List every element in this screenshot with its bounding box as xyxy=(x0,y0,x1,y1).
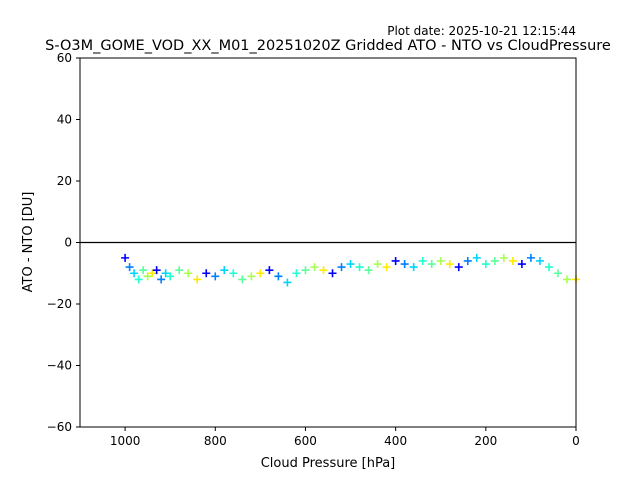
data-point xyxy=(526,253,535,262)
data-point xyxy=(535,256,544,265)
data-point xyxy=(125,263,134,272)
data-point xyxy=(328,269,337,278)
data-point xyxy=(409,263,418,272)
data-point xyxy=(499,253,508,262)
data-point xyxy=(553,269,562,278)
data-point xyxy=(445,260,454,269)
plot-frame xyxy=(79,57,577,428)
data-point xyxy=(283,278,292,287)
data-point xyxy=(490,256,499,265)
y-axis-label: ATO - NTO [DU] xyxy=(21,192,36,293)
data-point xyxy=(508,256,517,265)
y-tick-label: −40 xyxy=(47,359,72,373)
data-point xyxy=(562,275,571,284)
data-point xyxy=(301,266,310,275)
data-point xyxy=(265,266,274,275)
data-point xyxy=(121,253,130,262)
data-point xyxy=(229,269,238,278)
x-tick-label: 800 xyxy=(204,434,227,448)
data-point xyxy=(418,256,427,265)
data-point xyxy=(130,269,139,278)
data-point xyxy=(310,263,319,272)
chart-title: S-O3M_GOME_VOD_XX_M01_20251020Z Gridded … xyxy=(45,38,611,54)
data-point xyxy=(364,266,373,275)
data-points xyxy=(121,253,580,287)
x-axis-label: Cloud Pressure [hPa] xyxy=(261,456,396,471)
data-point xyxy=(319,266,328,275)
data-point xyxy=(337,263,346,272)
y-tick-label: −60 xyxy=(47,420,72,434)
data-point xyxy=(382,263,391,272)
data-point xyxy=(517,260,526,269)
data-point xyxy=(143,272,152,281)
y-tick-label: 20 xyxy=(57,174,72,188)
data-point xyxy=(220,266,229,275)
data-point xyxy=(166,272,175,281)
data-point xyxy=(148,269,157,278)
x-tick-label: 600 xyxy=(294,434,317,448)
x-tick-label: 200 xyxy=(474,434,497,448)
data-point xyxy=(202,269,211,278)
data-point xyxy=(161,269,170,278)
data-point xyxy=(134,275,143,284)
data-point xyxy=(346,260,355,269)
x-tick-label: 400 xyxy=(384,434,407,448)
data-point xyxy=(211,272,220,281)
data-point xyxy=(481,260,490,269)
data-point xyxy=(274,272,283,281)
data-point xyxy=(238,275,247,284)
data-point xyxy=(427,260,436,269)
data-point xyxy=(247,272,256,281)
data-point xyxy=(256,269,265,278)
data-point xyxy=(355,263,364,272)
data-point xyxy=(292,269,301,278)
data-point xyxy=(175,266,184,275)
y-tick-label: 0 xyxy=(64,236,72,250)
x-tick-label: 1000 xyxy=(110,434,141,448)
data-point xyxy=(193,275,202,284)
data-point xyxy=(157,275,166,284)
data-point xyxy=(152,266,161,275)
y-tick-label: −20 xyxy=(47,297,72,311)
y-tick-label: 40 xyxy=(57,113,72,127)
axis-ticks: 1000 800 600 400 200 0 −60 −40 −20 0 20 40 60 xyxy=(47,51,580,448)
data-point xyxy=(391,256,400,265)
data-point xyxy=(454,263,463,272)
data-point xyxy=(373,260,382,269)
x-tick-label: 0 xyxy=(572,434,580,448)
data-point xyxy=(463,256,472,265)
data-point xyxy=(139,266,148,275)
y-tick-label: 60 xyxy=(57,51,72,65)
data-point xyxy=(436,256,445,265)
data-point xyxy=(544,263,553,272)
data-point xyxy=(472,253,481,262)
data-point xyxy=(184,269,193,278)
plot-date: Plot date: 2025-10-21 12:15:44 xyxy=(387,24,576,38)
data-point xyxy=(400,260,409,269)
